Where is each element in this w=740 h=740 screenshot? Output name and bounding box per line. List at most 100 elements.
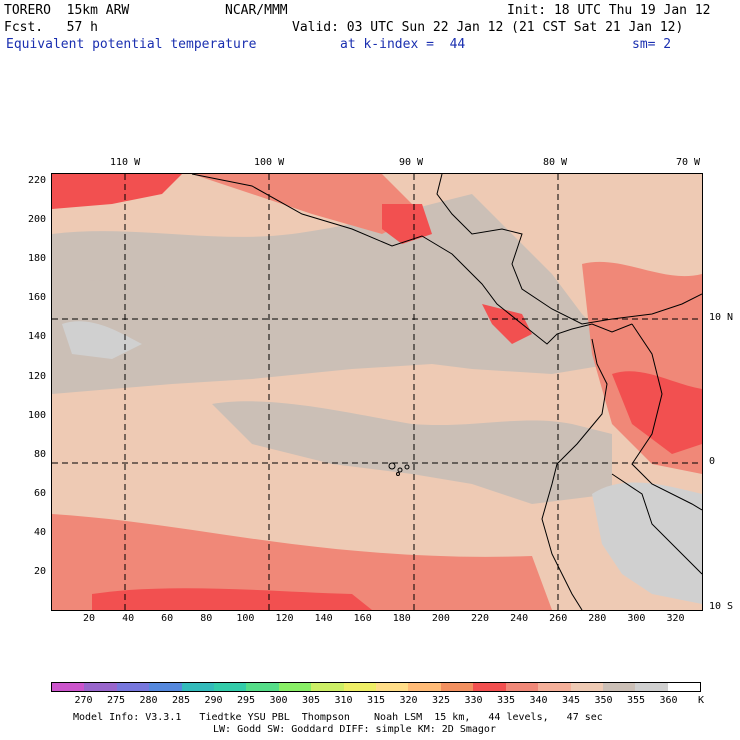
model-title: TORERO 15km ARW bbox=[4, 3, 130, 18]
x-tick-label: 140 bbox=[314, 613, 333, 624]
field-salmon-north bbox=[192, 174, 422, 234]
colorbar-label: 320 bbox=[399, 695, 418, 706]
coastline-caribbean bbox=[436, 174, 702, 325]
colorbar-swatch bbox=[408, 683, 441, 691]
galapagos-islands bbox=[388, 462, 410, 476]
colorbar bbox=[51, 682, 701, 692]
x-tick-label: 200 bbox=[431, 613, 450, 624]
colorbar-swatch bbox=[149, 683, 182, 691]
colorbar-label: 290 bbox=[204, 695, 223, 706]
colorbar-swatch bbox=[343, 683, 377, 691]
field-red-costa-rica bbox=[482, 304, 532, 344]
x-tick-label: 100 bbox=[236, 613, 255, 624]
colorbar-swatch bbox=[214, 683, 247, 691]
map-panel bbox=[51, 173, 703, 611]
colorbar-label: 300 bbox=[269, 695, 288, 706]
y-tick-label: 60 bbox=[33, 487, 46, 499]
y-tick-label: 80 bbox=[33, 448, 46, 460]
colorbar-label: 335 bbox=[496, 695, 516, 706]
colorbar-swatch bbox=[570, 683, 603, 691]
x-tick-label: 260 bbox=[549, 613, 568, 624]
colorbar-label: 350 bbox=[594, 695, 613, 706]
x-tick-label: 60 bbox=[161, 613, 174, 624]
field-salmon-south bbox=[52, 514, 552, 610]
field-name: Equivalent potential temperature bbox=[6, 37, 257, 52]
x-tick-label: 280 bbox=[588, 613, 607, 624]
colorbar-swatch bbox=[440, 683, 474, 691]
colorbar-swatch bbox=[84, 683, 117, 691]
colorbar-label: 270 bbox=[74, 695, 93, 706]
field-lightgray-andes bbox=[592, 482, 702, 604]
lat-label: 10 S bbox=[709, 601, 734, 612]
x-tick-label: 120 bbox=[275, 613, 294, 624]
colorbar-label: 315 bbox=[366, 695, 386, 706]
x-tick-label: 320 bbox=[666, 613, 685, 624]
x-tick-label: 220 bbox=[470, 613, 490, 624]
x-tick-label: 160 bbox=[353, 613, 372, 624]
field-gray-band-central bbox=[212, 401, 612, 504]
colorbar-swatch bbox=[376, 683, 409, 691]
field-gray-band-north bbox=[52, 194, 612, 394]
colorbar-swatch bbox=[116, 683, 150, 691]
y-tick-label: 220 bbox=[27, 175, 46, 186]
colorbar-swatch bbox=[52, 683, 85, 691]
y-tick-label: 120 bbox=[27, 370, 46, 382]
colorbar-swatch bbox=[602, 683, 636, 691]
colorbar-label: 295 bbox=[236, 695, 256, 706]
y-tick-label: 140 bbox=[27, 331, 46, 343]
colorbar-label: 345 bbox=[561, 695, 581, 706]
field-red-guatemala bbox=[382, 204, 432, 244]
colorbar-swatch bbox=[667, 683, 701, 691]
y-tick-label: 100 bbox=[27, 409, 46, 421]
x-tick-label: 40 bbox=[122, 613, 135, 624]
y-tick-label: 160 bbox=[27, 292, 46, 304]
equivalent-potential-temperature-map bbox=[52, 174, 702, 610]
center-label: NCAR/MMM bbox=[225, 3, 288, 18]
field-red-nw bbox=[52, 174, 182, 209]
colorbar-label: 280 bbox=[139, 695, 158, 706]
colorbar-swatch bbox=[635, 683, 668, 691]
colorbar-swatch bbox=[311, 683, 344, 691]
x-tick-label: 180 bbox=[392, 613, 411, 624]
colorbar-swatch bbox=[505, 683, 539, 691]
lon-label: 90 W bbox=[399, 157, 424, 168]
x-tick-label: 80 bbox=[200, 613, 213, 624]
lon-label: 110 W bbox=[110, 157, 141, 168]
model-info-line1: Model Info: V3.3.1 Tiedtke YSU PBL Thomp… bbox=[73, 712, 603, 723]
init-time: Init: 18 UTC Thu 19 Jan 12 bbox=[507, 3, 711, 18]
colorbar-swatch bbox=[181, 683, 215, 691]
colorbar-label: 325 bbox=[431, 695, 451, 706]
y-tick-label: 180 bbox=[27, 253, 46, 265]
field-red-south bbox=[92, 588, 372, 610]
y-tick-label: 20 bbox=[33, 566, 46, 577]
level-label: at k-index = 44 bbox=[340, 37, 466, 52]
forecast-hour: Fcst. 57 h bbox=[4, 20, 98, 35]
coastline-central-america bbox=[191, 174, 633, 345]
x-tick-label: 300 bbox=[627, 613, 646, 624]
y-tick-label: 200 bbox=[27, 214, 46, 226]
x-tick-label: 240 bbox=[510, 613, 529, 624]
valid-time: Valid: 03 UTC Sun 22 Jan 12 (21 CST Sat … bbox=[292, 20, 684, 35]
colorbar-label: 310 bbox=[334, 695, 353, 706]
model-info-line2: LW: Godd SW: Goddard DIFF: simple KM: 2D… bbox=[213, 724, 496, 735]
smoothing-label: sm= 2 bbox=[632, 37, 672, 52]
colorbar-label: 355 bbox=[626, 695, 646, 706]
colorbar-label: 330 bbox=[464, 695, 483, 706]
border-peru-brazil bbox=[611, 473, 702, 575]
colorbar-swatch bbox=[538, 683, 571, 691]
colorbar-swatch bbox=[246, 683, 279, 691]
colorbar-label: K bbox=[697, 695, 705, 706]
lat-label: 10 N bbox=[709, 312, 734, 323]
colorbar-label: 275 bbox=[106, 695, 126, 706]
colorbar-label: 340 bbox=[529, 695, 548, 706]
border-andes bbox=[631, 323, 702, 511]
colorbar-label: 285 bbox=[171, 695, 191, 706]
lon-label: 100 W bbox=[254, 157, 285, 168]
field-lightgray-patch bbox=[62, 321, 142, 359]
coastline-south-america bbox=[541, 338, 608, 610]
x-tick-label: 20 bbox=[82, 613, 96, 624]
colorbar-swatch bbox=[473, 683, 506, 691]
y-tick-label: 40 bbox=[33, 526, 46, 538]
lon-label: 80 W bbox=[543, 157, 568, 168]
lon-label: 70 W bbox=[676, 157, 701, 168]
